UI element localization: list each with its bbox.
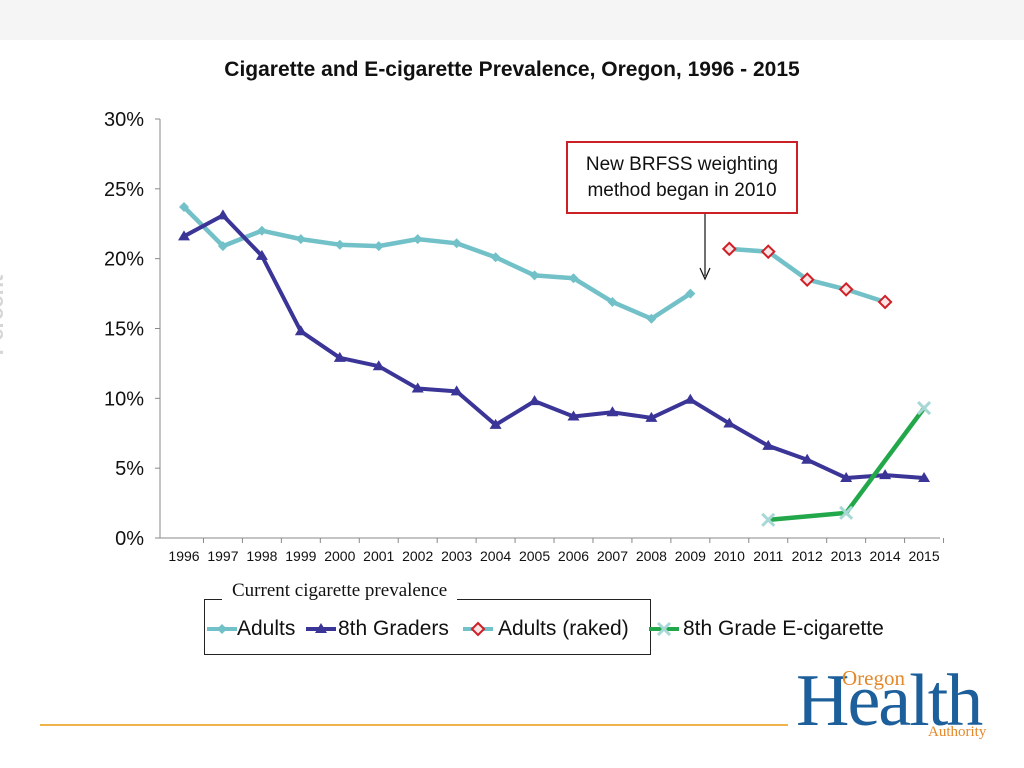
legend-marker-8th-grade-e-cigarette (656, 621, 672, 637)
x-tick-label: 2005 (519, 548, 550, 564)
data-point-adults (685, 288, 696, 299)
data-point-8th-graders (528, 395, 541, 406)
annotation-box: New BRFSS weighting method began in 2010 (566, 141, 798, 214)
y-tick-label: 10% (104, 388, 144, 410)
bottom-accent-rule (40, 724, 788, 726)
y-tick-label: 0% (115, 528, 144, 550)
legend-marker-adults (217, 624, 227, 634)
x-tick-label: 2015 (908, 548, 939, 564)
x-tick-label: 2006 (558, 548, 589, 564)
data-point-8th-graders (178, 230, 190, 241)
data-point-adults (373, 241, 384, 252)
data-point-8th-graders (255, 249, 268, 260)
logo-authority-text: Authority (928, 724, 987, 740)
legend-marker-8th-graders (315, 623, 327, 633)
legend-marker-adults-raked (470, 621, 486, 637)
series-line-adults (181, 204, 693, 321)
data-point-adults (179, 201, 189, 212)
oregon-health-authority-logo: Health Oregon Authority (796, 662, 1002, 744)
x-tick-label: 2011 (753, 548, 783, 564)
legend-label-ecigarette: 8th Grade E-cigarette (683, 617, 884, 640)
x-tick-label: 2009 (675, 548, 706, 564)
data-point-adults-raked (760, 244, 776, 260)
data-point-8th-graders (411, 382, 424, 393)
data-point-adults-raked (721, 241, 737, 257)
data-point-8th-graders (567, 410, 580, 421)
data-point-8th-graders (840, 471, 853, 482)
data-point-adults (412, 234, 423, 245)
series-line-8th-graders (182, 213, 927, 480)
data-point-adults (334, 239, 345, 250)
data-point-8th-graders (801, 453, 814, 464)
data-point-8th-graders (294, 325, 307, 336)
data-point-adults (295, 234, 306, 245)
data-point-adults (451, 238, 462, 249)
x-tick-label: 2013 (831, 548, 862, 564)
chart-title: Cigarette and E-cigarette Prevalence, Or… (224, 58, 800, 81)
x-tick-label: 2012 (792, 548, 823, 564)
x-tick-label: 2007 (597, 548, 628, 564)
data-point-8th-graders (762, 439, 775, 450)
x-tick-label: 2002 (402, 548, 433, 564)
data-point-adults (607, 296, 618, 307)
x-tick-label: 2003 (441, 548, 472, 564)
legend-label-adults-raked: Adults (raked) (498, 617, 629, 640)
y-tick-label: 30% (104, 109, 144, 131)
legend-label-adults: Adults (237, 617, 296, 640)
x-tick-label: 2004 (480, 548, 511, 564)
x-tick-label: 1997 (207, 548, 238, 564)
data-point-adults (256, 225, 267, 236)
y-tick-label: 5% (115, 458, 144, 480)
y-tick-label: 15% (104, 319, 144, 341)
x-tick-label: 2001 (363, 548, 394, 564)
x-tick-label: 1999 (285, 548, 316, 564)
data-point-adults-raked (799, 272, 815, 288)
x-tick-label: 2008 (636, 548, 667, 564)
logo-oregon-text: Oregon (842, 666, 905, 690)
data-point-adults (217, 241, 228, 252)
legend-label-8th-graders: 8th Graders (338, 617, 449, 640)
x-tick-label: 2014 (870, 548, 901, 564)
data-point-8th-graders (333, 351, 346, 362)
top-band (0, 0, 1024, 40)
x-tick-label: 2010 (714, 548, 745, 564)
y-tick-label: 20% (104, 249, 144, 271)
data-point-8th-graders (216, 209, 229, 220)
data-point-8th-graders (372, 360, 385, 371)
data-point-adults-raked (877, 294, 893, 310)
data-point-8th-graders (450, 385, 463, 396)
data-point-8th-graders (645, 411, 658, 422)
data-point-adults (490, 252, 501, 263)
annotation-arrow-head (699, 267, 711, 281)
x-tick-label: 2000 (324, 548, 355, 564)
data-point-8th-graders (684, 393, 697, 404)
data-point-8th-graders (723, 417, 736, 428)
data-point-adults (646, 313, 657, 324)
x-tick-label: 1998 (246, 548, 277, 564)
data-point-adults (529, 270, 540, 281)
data-point-8th-graders (606, 406, 619, 417)
x-tick-label: 1996 (168, 548, 199, 564)
data-point-8th-grade-e-cigarette (761, 512, 776, 527)
legend-title: Current cigarette prevalence (222, 580, 458, 602)
data-point-8th-graders (489, 418, 502, 429)
y-tick-label: 25% (104, 179, 144, 201)
data-point-8th-graders (879, 469, 892, 480)
data-point-adults-raked (838, 281, 854, 297)
data-point-8th-grade-e-cigarette (916, 401, 932, 416)
logo-health-text: Health (796, 660, 983, 742)
data-point-8th-grade-e-cigarette (839, 505, 854, 520)
data-point-8th-graders (918, 471, 931, 482)
data-point-adults (568, 273, 579, 284)
